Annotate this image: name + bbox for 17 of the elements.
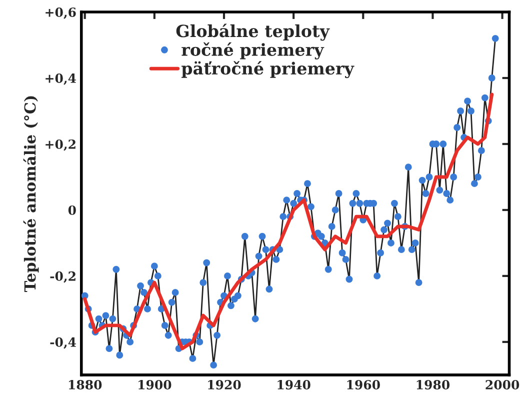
x-tick-label: 1980 [416,380,450,390]
y-tick-label: -0,4 [50,337,76,349]
x-tick-label: 1940 [278,380,310,390]
y-tick-label: 0 [68,205,76,215]
x-tick-label: 1960 [347,380,380,390]
legend-label: ročné priemery [182,42,324,60]
x-tick-label: 1900 [138,380,172,390]
x-tick-label: 1920 [208,380,241,390]
y-tick-label: +0,4 [46,73,76,85]
y-tick-label: +0,2 [46,139,76,151]
y-tick-label: -0,2 [50,271,76,283]
y-axis-title: Teplotné anomálie (°C) [23,96,39,292]
y-tick-label: +0,6 [46,8,76,19]
x-tick-label: 2000 [486,380,520,390]
legend-title: Globálne teploty [176,24,330,41]
x-tick-label: 1880 [68,380,102,390]
legend-label: päťročné priemery [182,61,354,78]
